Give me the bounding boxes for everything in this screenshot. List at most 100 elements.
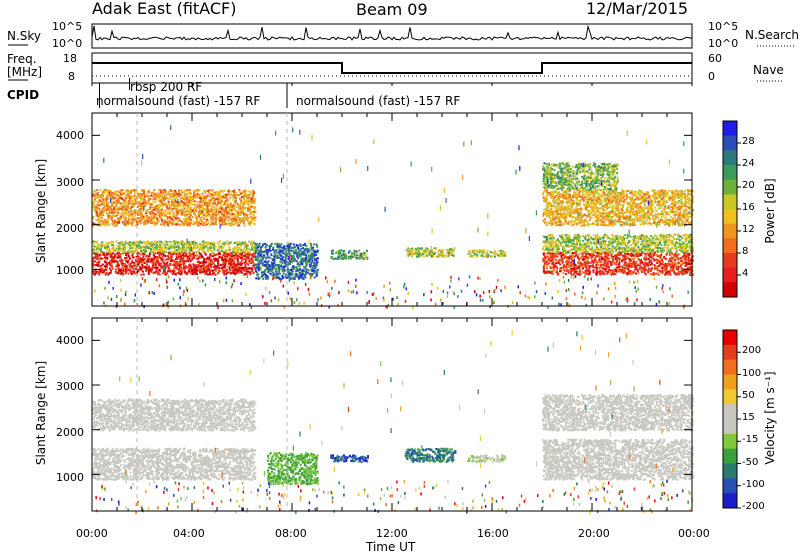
data-cell-0 bbox=[203, 258, 206, 261]
data-cell-0 bbox=[185, 254, 188, 257]
data-cell-2 bbox=[202, 214, 205, 216]
data-cell-0 bbox=[111, 260, 114, 263]
data-cell-1 bbox=[225, 249, 228, 252]
data-cell-2 bbox=[197, 196, 199, 199]
data-cell-1 bbox=[195, 250, 198, 253]
data-cell-0 bbox=[207, 266, 210, 269]
data-cell-0 bbox=[92, 272, 94, 275]
data-cell-3 bbox=[301, 263, 304, 265]
data-cell-0 bbox=[209, 253, 212, 256]
data-cell-2 bbox=[127, 221, 130, 223]
data-cell-2 bbox=[156, 209, 159, 212]
data-cell-0 bbox=[216, 253, 219, 256]
data-cell-0 bbox=[153, 263, 155, 266]
data-cell-0 bbox=[174, 258, 177, 260]
data-cell-1 bbox=[208, 243, 210, 245]
data-cell-2 bbox=[120, 191, 123, 194]
data-cell-0 bbox=[245, 268, 248, 270]
data-cell-3 bbox=[303, 257, 306, 260]
data-cell-2 bbox=[215, 217, 218, 220]
data-cell-2 bbox=[206, 218, 209, 221]
data-cell-0 bbox=[227, 271, 230, 274]
data-cell-2 bbox=[102, 193, 105, 196]
data-cell-0 bbox=[210, 269, 213, 272]
data-cell-2 bbox=[238, 207, 241, 210]
data-cell-3 bbox=[257, 257, 260, 260]
data-cell-0 bbox=[92, 262, 94, 265]
data-cell-2 bbox=[130, 224, 133, 227]
data-cell-0 bbox=[232, 259, 235, 262]
data-cell-0 bbox=[226, 255, 229, 258]
data-cell-2 bbox=[192, 193, 195, 196]
data-cell-0 bbox=[104, 272, 107, 275]
data-cell-3 bbox=[274, 243, 277, 246]
data-cell-3 bbox=[303, 265, 305, 268]
data-cell-2 bbox=[175, 207, 178, 210]
data-cell-3 bbox=[287, 249, 290, 252]
data-cell-7 bbox=[670, 256, 673, 259]
data-cell-0 bbox=[221, 267, 223, 270]
data-cell-1 bbox=[160, 240, 163, 243]
data-cell-2 bbox=[127, 192, 130, 195]
data-cell-2 bbox=[112, 209, 114, 212]
power-scatter bbox=[92, 125, 694, 309]
data-cell-6 bbox=[493, 253, 496, 256]
data-cell-2 bbox=[250, 205, 253, 208]
data-cell-1 bbox=[115, 240, 118, 243]
data-cell-3 bbox=[269, 265, 272, 268]
data-cell-0 bbox=[178, 265, 181, 267]
data-cell-0 bbox=[173, 260, 176, 263]
data-cell-2 bbox=[243, 199, 246, 201]
data-cell-2 bbox=[233, 202, 236, 205]
data-cell-0 bbox=[195, 267, 198, 270]
data-cell-0 bbox=[158, 253, 161, 256]
data-cell-3 bbox=[290, 269, 292, 271]
data-cell-0 bbox=[161, 265, 164, 268]
data-cell-2 bbox=[187, 218, 189, 221]
data-cell-3 bbox=[313, 264, 316, 267]
data-cell-0 bbox=[118, 259, 121, 262]
data-cell-3 bbox=[288, 244, 291, 247]
data-cell-2 bbox=[179, 223, 182, 226]
data-cell-5 bbox=[426, 251, 429, 253]
data-cell-0 bbox=[234, 273, 237, 275]
data-cell-0 bbox=[155, 256, 158, 259]
data-cell-5 bbox=[407, 247, 410, 250]
data-cell-0 bbox=[252, 261, 255, 264]
data-cell-0 bbox=[104, 255, 107, 258]
data-cell-5 bbox=[405, 249, 408, 252]
data-cell-1 bbox=[237, 249, 240, 252]
data-cell-2 bbox=[235, 210, 238, 213]
data-cell-3 bbox=[292, 265, 294, 268]
data-cell-3 bbox=[290, 273, 293, 276]
data-cell-3 bbox=[265, 267, 268, 270]
data-cell-2 bbox=[102, 191, 105, 194]
data-cell-2 bbox=[154, 193, 157, 196]
data-cell-1 bbox=[128, 249, 131, 252]
data-cell-1 bbox=[150, 245, 153, 248]
data-cell-0 bbox=[228, 263, 230, 265]
data-cell-0 bbox=[93, 256, 96, 259]
data-cell-0 bbox=[196, 269, 199, 272]
data-cell-2 bbox=[184, 198, 187, 201]
data-cell-2 bbox=[117, 211, 120, 214]
data-cell-3 bbox=[254, 258, 257, 261]
data-cell-0 bbox=[175, 253, 178, 255]
data-cell-0 bbox=[188, 264, 191, 267]
data-cell-3 bbox=[307, 254, 310, 257]
data-cell-0 bbox=[209, 260, 212, 263]
data-cell-2 bbox=[228, 208, 230, 211]
data-cell-0 bbox=[172, 259, 175, 262]
data-cell-1 bbox=[212, 246, 215, 249]
data-cell-2 bbox=[182, 205, 185, 208]
data-cell-0 bbox=[224, 262, 227, 265]
data-cell-3 bbox=[288, 270, 290, 273]
data-cell-3 bbox=[293, 278, 296, 280]
data-cell-2 bbox=[200, 219, 203, 221]
data-cell-5 bbox=[417, 254, 420, 257]
data-cell-2 bbox=[239, 205, 242, 208]
data-cell-4 bbox=[364, 252, 367, 255]
data-cell-2 bbox=[172, 196, 174, 199]
data-cell-2 bbox=[138, 196, 141, 199]
data-cell-0 bbox=[155, 258, 158, 261]
